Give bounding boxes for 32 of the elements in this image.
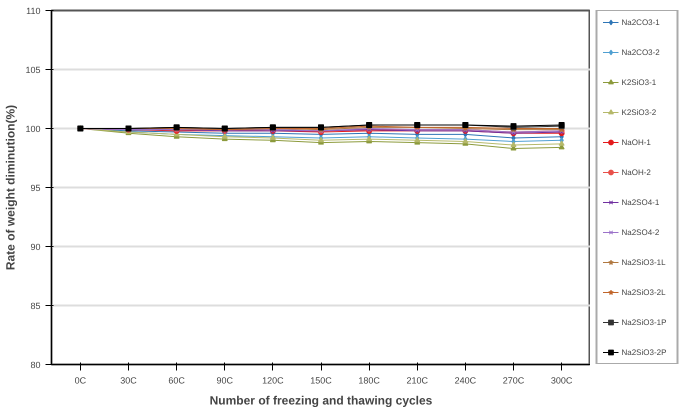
x-tick-label: 180C	[358, 376, 380, 386]
y-tick-label: 80	[30, 360, 41, 370]
legend-label: Na2SiO3-2P	[622, 346, 668, 358]
legend-label: Na2SO4-2	[622, 226, 660, 238]
y-tick-label: 90	[30, 242, 41, 252]
x-tick-label: 60C	[168, 376, 186, 386]
x-tick-label: 0C	[74, 376, 87, 386]
y-tick-label: 85	[30, 301, 41, 311]
legend-label: K2SiO3-1	[622, 76, 658, 88]
legend-label: K2SiO3-2	[622, 106, 658, 118]
x-tick-label: 90C	[216, 376, 234, 386]
x-tick-label: 210C	[406, 376, 429, 386]
legend-label: NaOH-1	[622, 136, 652, 148]
x-tick-label: 270C	[502, 376, 525, 386]
y-tick-label: 110	[26, 6, 41, 16]
y-tick-label: 95	[30, 183, 41, 193]
legend-label: Na2SiO3-1L	[622, 256, 667, 268]
x-tick-label: 120C	[262, 376, 284, 386]
legend-label: Na2CO3-1	[622, 16, 661, 28]
legend-label: Na2SO4-1	[622, 196, 660, 208]
x-tick-label: 300C	[550, 376, 573, 386]
legend-label: Na2SiO3-2L	[622, 286, 667, 298]
x-axis-title: Number of freezing and thawing cycles	[210, 394, 433, 408]
legend-label: Na2CO3-2	[622, 46, 661, 58]
legend-label: NaOH-2	[622, 166, 652, 178]
x-tick-label: 240C	[454, 376, 477, 386]
y-tick-label: 100	[25, 124, 41, 134]
legend-label: Na2SiO3-1P	[622, 316, 668, 328]
y-axis-title: Rate of weight diminution(%)	[3, 104, 18, 270]
y-tick-label: 105	[25, 65, 41, 75]
x-tick-label: 150C	[310, 376, 332, 386]
x-tick-label: 30C	[120, 376, 138, 386]
